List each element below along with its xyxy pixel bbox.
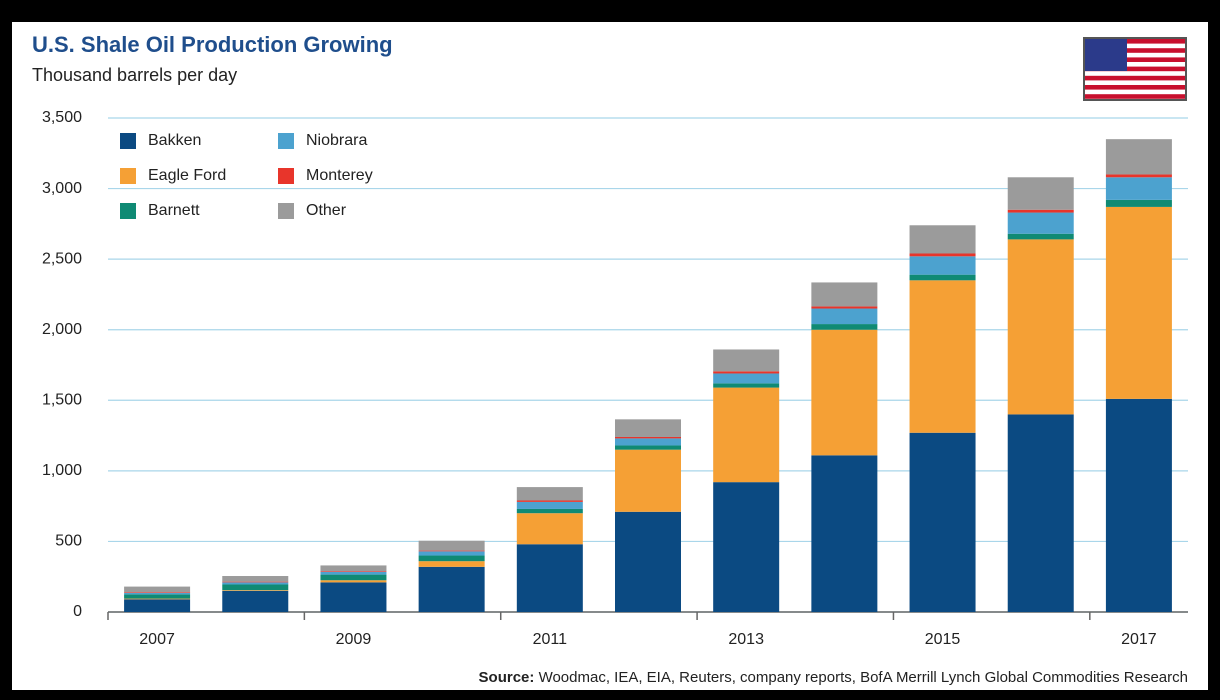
bar-segment [418, 551, 485, 556]
bar-segment [124, 592, 191, 595]
bar-segment [222, 590, 289, 612]
source-label: Source: [479, 669, 535, 686]
bar-segment [1105, 139, 1172, 175]
bar-segment [222, 576, 289, 582]
bar-segment [1105, 206, 1172, 399]
bar-segment [222, 584, 289, 591]
y-tick-label: 1,000 [42, 462, 82, 479]
legend-swatch [120, 168, 136, 184]
bar-segment [615, 436, 681, 439]
legend-label: Barnett [148, 202, 200, 219]
flag [1083, 37, 1187, 101]
bar-segment [418, 566, 485, 612]
bar-segment [615, 449, 681, 512]
bar-segment [320, 582, 387, 612]
legend-label: Niobrara [306, 132, 367, 149]
legend-swatch [120, 133, 136, 149]
bar-segment [615, 419, 681, 437]
bar-segment [124, 594, 191, 599]
y-tick-label: 3,500 [42, 109, 82, 126]
x-tick-label: 2011 [533, 631, 568, 648]
bar-segment [320, 571, 387, 575]
bar-segment [222, 590, 289, 591]
bar-segment [615, 438, 681, 446]
source-text: Woodmac, IEA, EIA, Reuters, company repo… [539, 669, 1188, 686]
legend-label: Eagle Ford [148, 167, 226, 184]
y-tick-label: 0 [73, 603, 82, 620]
x-tick-label: 2007 [139, 631, 175, 648]
bar-segment [320, 574, 387, 581]
bar-segment [1105, 199, 1172, 207]
bar-segment [1105, 398, 1172, 612]
y-tick-label: 2,000 [42, 321, 82, 338]
bar-segment [1105, 174, 1172, 178]
bar-segment [811, 324, 878, 330]
bar-segment [713, 373, 780, 384]
bar-segment [320, 571, 387, 572]
bar-segment [811, 306, 878, 309]
bar-segment [615, 445, 681, 450]
bar-segment [516, 508, 583, 514]
x-tick-label: 2013 [728, 631, 764, 648]
bar-segment [124, 599, 191, 612]
bar-segment [222, 582, 289, 585]
bar-segment [516, 500, 583, 502]
chart-subtitle: Thousand barrels per day [32, 65, 237, 85]
x-tick-label: 2009 [336, 631, 372, 648]
bar-segment [713, 387, 780, 483]
chart-title: U.S. Shale Oil Production Growing [32, 32, 393, 57]
bar-segment [909, 280, 976, 433]
bar-segment [516, 544, 583, 612]
legend-label: Other [306, 202, 347, 219]
bar-segment [909, 432, 976, 612]
bar-segment [615, 511, 681, 612]
bar-segment [811, 455, 878, 612]
legend-label: Bakken [148, 132, 201, 149]
bar-segment [909, 256, 976, 275]
y-tick-label: 500 [55, 533, 82, 550]
bar-segment [418, 550, 485, 552]
bar-segment [909, 274, 976, 281]
bar-segment [516, 513, 583, 545]
bar-segment [320, 580, 387, 583]
legend-swatch [278, 133, 294, 149]
y-tick-label: 1,500 [42, 392, 82, 409]
bar-segment [124, 586, 191, 593]
bar-segment [1007, 414, 1074, 612]
bar-segment [1007, 177, 1074, 210]
bar-segment [222, 581, 289, 583]
bar-segment [1007, 233, 1074, 240]
bar-segment [1007, 209, 1074, 213]
y-tick-label: 2,500 [42, 250, 82, 267]
bar-segment [1105, 177, 1172, 200]
bar-segment [811, 282, 878, 307]
bar-segment [320, 565, 387, 572]
bar-segment [811, 308, 878, 325]
bar-segment [124, 598, 191, 600]
source: Source: Woodmac, IEA, EIA, Reuters, comp… [479, 669, 1188, 686]
x-tick-label: 2017 [1121, 631, 1157, 648]
bar-segment [1007, 212, 1074, 234]
bar-segment [516, 501, 583, 509]
bar-segment [124, 592, 191, 593]
bar-segment [516, 487, 583, 501]
bar-segment [909, 253, 976, 257]
bar-segment [811, 329, 878, 456]
bar-segment [418, 561, 485, 567]
bar-segment [713, 482, 780, 612]
bar-segment [713, 383, 780, 388]
y-tick-label: 3,000 [42, 180, 82, 197]
bar-segment [418, 555, 485, 562]
bar-segment [713, 349, 780, 372]
x-tick-label: 2015 [925, 631, 961, 648]
legend-swatch [120, 203, 136, 219]
legend-swatch [278, 203, 294, 219]
legend-swatch [278, 168, 294, 184]
bar-segment [909, 225, 976, 254]
bar-segment [1007, 239, 1074, 415]
bar-segment [713, 371, 780, 374]
legend-label: Monterey [306, 167, 373, 184]
bar-segment [418, 540, 485, 551]
